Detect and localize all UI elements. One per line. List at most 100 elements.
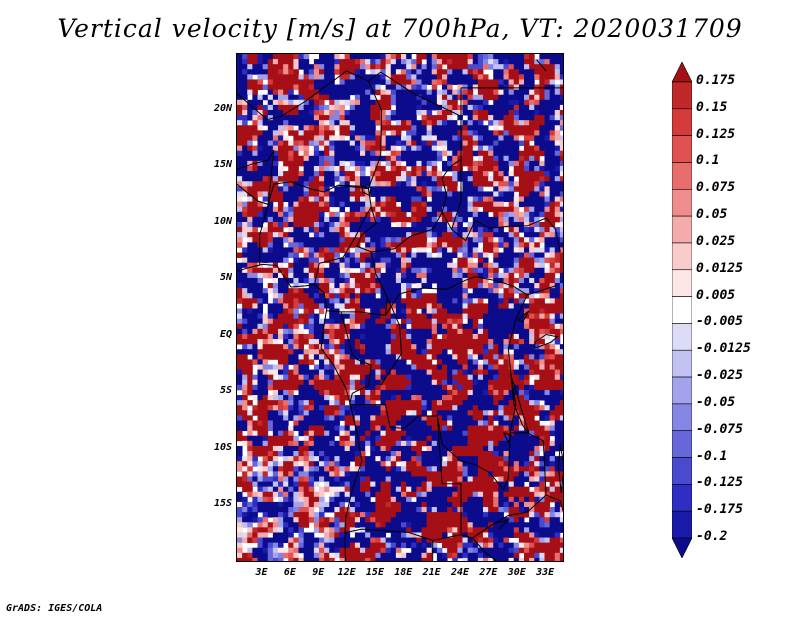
field-cell (283, 171, 289, 177)
field-cell (242, 109, 248, 116)
field-cell (349, 201, 356, 208)
field-cell (457, 298, 463, 304)
field-cell (529, 369, 535, 376)
field-cell (493, 415, 499, 421)
field-cell (559, 461, 563, 467)
field-cell (549, 318, 556, 325)
field-cell (452, 277, 458, 284)
field-cell (385, 247, 392, 253)
field-cell (334, 461, 340, 467)
field-cell (447, 69, 453, 75)
field-cell (431, 115, 438, 121)
field-cell (375, 267, 381, 274)
field-cell (549, 247, 556, 253)
field-cell (559, 94, 563, 101)
field-cell (319, 165, 325, 172)
field-cell (257, 451, 264, 457)
field-cell (477, 150, 484, 157)
field-cell (524, 272, 530, 279)
field-cell (293, 283, 299, 289)
field-cell (493, 364, 499, 370)
field-cell (508, 160, 515, 167)
field-cell (380, 262, 387, 269)
field-cell (483, 125, 489, 131)
field-cell (436, 395, 443, 401)
field-cell (534, 410, 540, 416)
field-cell (447, 211, 453, 218)
field-cell (544, 69, 551, 75)
field-cell (529, 130, 535, 136)
field-cell (370, 242, 376, 248)
field-cell (406, 339, 412, 345)
field-cell (529, 155, 535, 162)
field-cell (431, 176, 438, 182)
field-cell (524, 323, 530, 330)
field-cell (308, 89, 315, 96)
field-cell (390, 232, 397, 238)
field-cell (303, 115, 310, 121)
field-cell (324, 89, 330, 96)
field-cell (385, 405, 392, 411)
field-cell (416, 354, 422, 360)
field-cell (483, 145, 489, 152)
field-cell (365, 410, 371, 416)
field-cell (288, 425, 294, 432)
field-cell (257, 405, 264, 411)
field-cell (508, 339, 515, 345)
field-cell (513, 227, 520, 233)
field-cell (390, 420, 397, 426)
field-cell (513, 211, 520, 218)
field-cell (339, 171, 346, 177)
field-cell (360, 400, 366, 406)
field-cell (339, 99, 346, 106)
field-cell (339, 466, 346, 472)
field-cell (411, 79, 417, 85)
field-cell (293, 435, 299, 442)
field-cell (283, 277, 289, 284)
field-cell (272, 339, 279, 345)
field-cell (380, 344, 387, 350)
field-cell (426, 384, 433, 391)
field-cell (401, 69, 407, 75)
field-cell (549, 374, 556, 381)
field-cell (559, 389, 563, 396)
field-cell (349, 272, 356, 279)
field-cell (385, 206, 392, 213)
field-cell (508, 410, 515, 416)
field-cell (375, 216, 381, 223)
field-cell (262, 64, 269, 70)
field-cell (278, 333, 284, 340)
field-cell (447, 308, 453, 314)
field-cell (518, 120, 525, 126)
field-cell (436, 364, 443, 370)
field-cell (426, 405, 433, 411)
field-cell (518, 64, 525, 70)
field-cell (278, 79, 284, 85)
field-cell (431, 211, 438, 218)
field-cell (262, 333, 269, 340)
field-cell (334, 196, 340, 203)
field-cell (518, 456, 525, 462)
field-cell (442, 150, 448, 157)
field-cell (416, 445, 422, 452)
field-cell (293, 323, 299, 330)
field-cell (313, 160, 320, 167)
field-cell (354, 384, 361, 391)
field-cell (293, 247, 299, 253)
field-cell (390, 216, 397, 223)
field-cell (467, 415, 474, 421)
field-cell (313, 318, 320, 325)
field-cell (467, 293, 474, 299)
field-cell (524, 165, 530, 172)
field-cell (477, 267, 484, 274)
field-cell (313, 79, 320, 85)
field-cell (262, 237, 269, 243)
field-cell (467, 267, 474, 274)
field-cell (293, 69, 299, 75)
field-cell (503, 410, 510, 416)
field-cell (406, 125, 412, 131)
field-cell (319, 196, 325, 203)
field-cell (267, 379, 274, 386)
field-cell (406, 303, 412, 309)
field-cell (436, 150, 443, 157)
